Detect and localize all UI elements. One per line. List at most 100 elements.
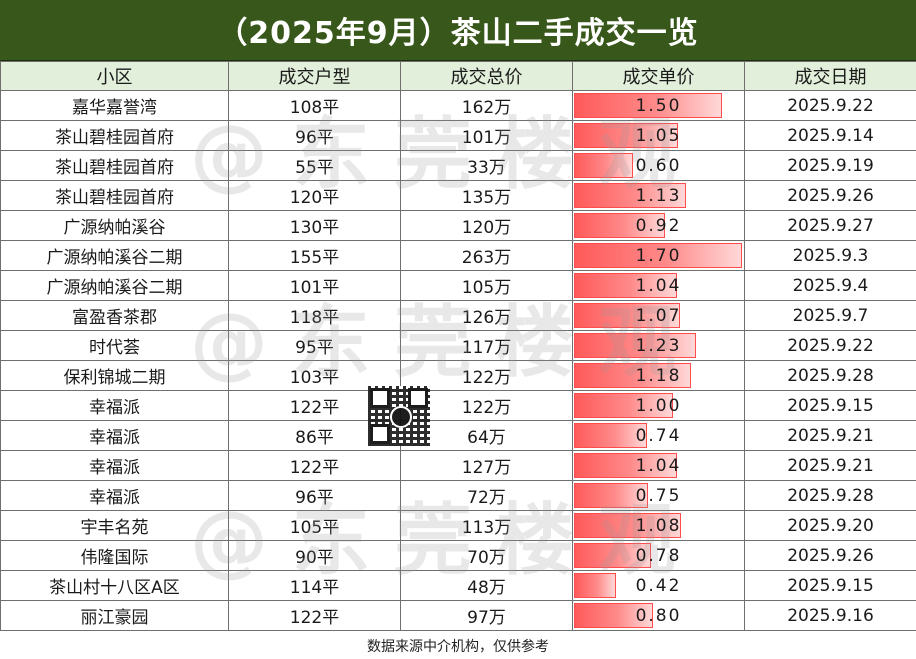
unit-price-bar — [574, 543, 651, 568]
date-cell: 2025.9.28 — [744, 360, 916, 391]
table-row: 茶山村十八区A区 114平 48万 0.42 2025.9.15 — [0, 570, 916, 601]
unit-price-value: 1.04 — [635, 275, 682, 296]
total-price-cell: 263万 — [400, 240, 573, 271]
community-cell: 保利锦城二期 — [0, 360, 229, 391]
area-cell: 122平 — [228, 450, 401, 481]
total-price-cell: 135万 — [400, 180, 573, 211]
unit-price-cell: 1.00 — [572, 390, 745, 421]
table-row: 茶山碧桂园首府 55平 33万 0.60 2025.9.19 — [0, 150, 916, 181]
unit-price-bar — [574, 273, 677, 298]
community-cell: 茶山碧桂园首府 — [0, 120, 229, 151]
unit-price-value: 1.13 — [635, 185, 682, 206]
total-price-cell: 70万 — [400, 540, 573, 571]
community-cell: 广源纳帕溪谷 — [0, 210, 229, 241]
total-price-cell: 113万 — [400, 510, 573, 541]
total-price-cell: 122万 — [400, 360, 573, 391]
community-cell: 茶山碧桂园首府 — [0, 180, 229, 211]
unit-price-cell: 0.80 — [572, 600, 745, 631]
community-cell: 宇丰名苑 — [0, 510, 229, 541]
total-price-cell: 72万 — [400, 480, 573, 511]
unit-price-cell: 0.42 — [572, 570, 745, 601]
table-row: 丽江豪园 122平 97万 0.80 2025.9.16 — [0, 600, 916, 631]
total-price-cell: 117万 — [400, 330, 573, 361]
area-cell: 122平 — [228, 600, 401, 631]
table-header-row: 小区 成交户型 成交总价 成交单价 成交日期 — [0, 61, 916, 91]
table-row: 嘉华嘉誉湾 108平 162万 1.50 2025.9.22 — [0, 90, 916, 121]
unit-price-cell: 1.08 — [572, 510, 745, 541]
area-cell: 105平 — [228, 510, 401, 541]
area-cell: 155平 — [228, 240, 401, 271]
community-cell: 幸福派 — [0, 480, 229, 511]
unit-price-bar — [574, 423, 647, 448]
community-cell: 广源纳帕溪谷二期 — [0, 270, 229, 301]
unit-price-cell: 0.60 — [572, 150, 745, 181]
table-row: 幸福派 86平 64万 0.74 2025.9.21 — [0, 420, 916, 451]
date-cell: 2025.9.16 — [744, 600, 916, 631]
total-price-cell: 97万 — [400, 600, 573, 631]
date-cell: 2025.9.26 — [744, 180, 916, 211]
header-unit-price: 成交单价 — [572, 61, 745, 91]
qr-code-icon — [368, 386, 430, 446]
header-date: 成交日期 — [744, 61, 916, 91]
date-cell: 2025.9.15 — [744, 390, 916, 421]
date-cell: 2025.9.14 — [744, 120, 916, 151]
date-cell: 2025.9.19 — [744, 150, 916, 181]
unit-price-bar — [574, 513, 681, 538]
date-cell: 2025.9.20 — [744, 510, 916, 541]
community-cell: 幸福派 — [0, 450, 229, 481]
area-cell: 96平 — [228, 480, 401, 511]
table-row: 保利锦城二期 103平 122万 1.18 2025.9.28 — [0, 360, 916, 391]
table-row: 幸福派 122平 122万 1.00 2025.9.15 — [0, 390, 916, 421]
community-cell: 丽江豪园 — [0, 600, 229, 631]
community-cell: 时代荟 — [0, 330, 229, 361]
area-cell: 95平 — [228, 330, 401, 361]
community-cell: 伟隆国际 — [0, 540, 229, 571]
table-row: 伟隆国际 90平 70万 0.78 2025.9.26 — [0, 540, 916, 571]
header-community: 小区 — [0, 61, 229, 91]
total-price-cell: 162万 — [400, 90, 573, 121]
date-cell: 2025.9.7 — [744, 300, 916, 331]
date-cell: 2025.9.28 — [744, 480, 916, 511]
unit-price-value: 1.23 — [635, 335, 682, 356]
unit-price-bar — [574, 393, 673, 418]
unit-price-value: 0.92 — [635, 215, 682, 236]
unit-price-value: 0.78 — [635, 545, 682, 566]
unit-price-bar — [574, 333, 696, 358]
table-body: 嘉华嘉誉湾 108平 162万 1.50 2025.9.22 茶山碧桂园首府 96平 101万… — [0, 90, 916, 631]
unit-price-cell: 0.75 — [572, 480, 745, 511]
unit-price-cell: 1.70 — [572, 240, 745, 271]
date-cell: 2025.9.4 — [744, 270, 916, 301]
table-row: 宇丰名苑 105平 113万 1.08 2025.9.20 — [0, 510, 916, 541]
area-cell: 90平 — [228, 540, 401, 571]
table-row: 幸福派 122平 127万 1.04 2025.9.21 — [0, 450, 916, 481]
area-cell: 118平 — [228, 300, 401, 331]
community-cell: 嘉华嘉誉湾 — [0, 90, 229, 121]
table-row: 广源纳帕溪谷二期 101平 105万 1.04 2025.9.4 — [0, 270, 916, 301]
unit-price-value: 1.04 — [635, 455, 682, 476]
table-row: 茶山碧桂园首府 96平 101万 1.05 2025.9.14 — [0, 120, 916, 151]
unit-price-cell: 1.04 — [572, 450, 745, 481]
page-title: （2025年9月）茶山二手成交一览 — [0, 0, 916, 62]
unit-price-value: 0.74 — [635, 425, 682, 446]
total-price-cell: 48万 — [400, 570, 573, 601]
unit-price-cell: 1.50 — [572, 90, 745, 121]
unit-price-bar — [574, 93, 722, 118]
unit-price-value: 1.05 — [635, 125, 682, 146]
date-cell: 2025.9.15 — [744, 570, 916, 601]
unit-price-value: 0.75 — [635, 485, 682, 506]
area-cell: 103平 — [228, 360, 401, 391]
source-note: 数据来源中介机构，仅供参考 — [367, 638, 549, 655]
total-price-cell: 101万 — [400, 120, 573, 151]
unit-price-value: 0.60 — [635, 155, 682, 176]
unit-price-value: 0.42 — [635, 575, 682, 596]
unit-price-bar — [574, 603, 653, 628]
community-cell: 幸福派 — [0, 390, 229, 421]
unit-price-bar — [574, 153, 633, 178]
unit-price-cell: 0.92 — [572, 210, 745, 241]
unit-price-bar — [574, 453, 677, 478]
unit-price-bar — [574, 303, 680, 328]
total-price-cell: 127万 — [400, 450, 573, 481]
unit-price-value: 1.08 — [635, 515, 682, 536]
community-cell: 广源纳帕溪谷二期 — [0, 240, 229, 271]
total-price-cell: 126万 — [400, 300, 573, 331]
